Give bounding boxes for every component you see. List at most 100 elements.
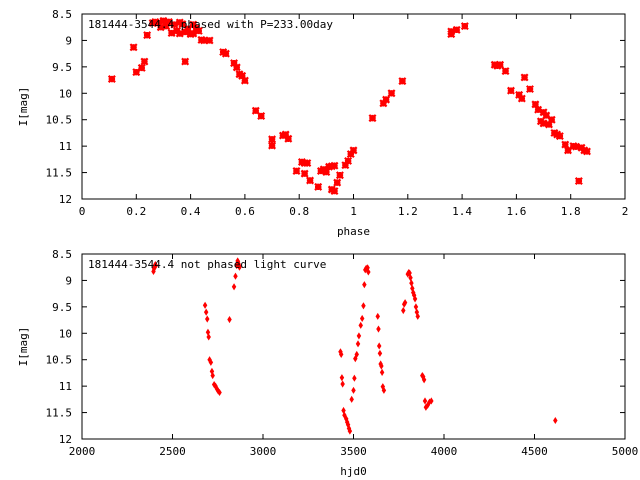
phased-plot-point xyxy=(221,49,230,58)
phased-plot-xtick-label: 1.6 xyxy=(506,205,526,218)
unphased-plot-point xyxy=(421,376,427,384)
unphased-plot-point xyxy=(422,397,428,405)
phased-plot-point xyxy=(387,89,396,98)
phased-plot-point xyxy=(344,156,353,165)
unphased-plot-point xyxy=(202,301,208,309)
phased-plot-ytick-label: 9.5 xyxy=(52,61,72,74)
phased-plot-point xyxy=(175,29,184,38)
unphased-plot-ytick-label: 10 xyxy=(59,327,72,340)
unphased-plot-xtick-label: 3500 xyxy=(340,445,367,458)
phased-plot-point xyxy=(292,167,301,175)
unphased-plot-point xyxy=(379,362,384,370)
phased-plot-point xyxy=(181,57,190,66)
phased-plot-point xyxy=(515,90,524,99)
phased-plot-point xyxy=(238,71,247,80)
phased-plot-title: 181444-3544.4 phased with P=233.00day xyxy=(88,18,333,31)
unphased-plot-point xyxy=(231,283,237,291)
phased-plot-point xyxy=(460,22,469,31)
phased-plot-ytick-label: 10.5 xyxy=(46,114,73,127)
unphased-plot-point xyxy=(366,268,371,276)
unphased-plot-point xyxy=(412,295,418,303)
phased-plot-point xyxy=(501,67,510,76)
phased-plot-point xyxy=(205,36,214,45)
unphased-plot-point xyxy=(237,263,242,271)
phased-plot-point xyxy=(368,114,377,123)
phased-plot-xtick-label: 2 xyxy=(622,205,629,218)
unphased-plot-point xyxy=(377,349,383,357)
phased-plot-xlabel: phase xyxy=(337,225,370,238)
unphased-plot-point xyxy=(381,386,387,394)
phased-plot-point xyxy=(178,20,187,29)
phased-plot-xtick-label: 0.8 xyxy=(289,205,309,218)
phased-plot-point xyxy=(542,111,551,120)
phased-plot-frame xyxy=(81,13,626,200)
phased-plot-point xyxy=(167,29,176,38)
phased-plot-point xyxy=(322,168,331,177)
unphased-plot-point xyxy=(338,350,344,358)
phased-plot-point xyxy=(525,85,534,94)
phased-plot-point xyxy=(137,63,146,72)
phased-plot-ytick-label: 11.5 xyxy=(46,167,73,180)
phased-plot-point xyxy=(564,146,572,155)
unphased-plot-xtick-label: 5000 xyxy=(612,445,639,458)
phased-plot-ytick-label: 12 xyxy=(59,193,72,206)
unphased-plot-point xyxy=(375,312,380,320)
unphased-plot-xtick-label: 3000 xyxy=(250,445,277,458)
phased-plot-ylabel: I[mag] xyxy=(17,87,30,127)
phased-plot-xtick-label: 0.4 xyxy=(181,205,201,218)
phased-plot-xtick-label: 0.6 xyxy=(235,205,255,218)
phased-plot-point xyxy=(349,146,358,155)
unphased-plot-point xyxy=(376,325,381,333)
unphased-plot-xlabel: hjd0 xyxy=(340,465,367,478)
phased-plot-point xyxy=(520,73,529,82)
phased-plot-ytick-label: 11 xyxy=(59,140,72,153)
unphased-plot-point xyxy=(408,274,413,282)
phased-plot-point xyxy=(156,23,165,32)
phased-plot-point xyxy=(268,141,277,150)
phased-plot-xtick-label: 1 xyxy=(350,205,357,218)
phased-plot-xtick-label: 1.2 xyxy=(398,205,418,218)
phased-plot-point xyxy=(330,187,339,196)
unphased-plot-point xyxy=(376,342,382,350)
unphased-plot-point xyxy=(362,281,367,289)
phased-plot-point xyxy=(232,63,241,72)
phased-plot-point xyxy=(561,140,570,149)
unphased-plot-point xyxy=(347,427,353,435)
unphased-plot-ytick-label: 11 xyxy=(59,380,72,393)
unphased-plot-point xyxy=(355,340,361,348)
phased-plot-point xyxy=(143,31,152,40)
unphased-plot-point xyxy=(210,372,215,380)
unphased-plot-point xyxy=(361,302,366,310)
phased-plot-point xyxy=(379,99,388,108)
phased-plot-point xyxy=(447,30,456,39)
unphased-plot-point xyxy=(217,388,222,397)
unphased-plot-point xyxy=(340,380,345,388)
unphased-plot-point xyxy=(401,307,406,315)
phased-plot-point xyxy=(281,130,290,139)
unphased-plot-point xyxy=(356,332,362,340)
phased-plot-point xyxy=(330,161,339,170)
unphased-plot-point xyxy=(415,312,420,320)
phased-plot-point xyxy=(132,68,141,77)
unphased-plot-point xyxy=(359,314,365,323)
phased-plot-point xyxy=(284,134,293,143)
phased-plot-point xyxy=(240,76,249,85)
phased-plot-point xyxy=(189,29,198,38)
phased-plot-point xyxy=(583,147,591,156)
phased-plot-point xyxy=(303,159,312,168)
phased-plot-point xyxy=(200,36,209,45)
unphased-plot-ytick-label: 9.5 xyxy=(52,301,72,314)
phased-plot-point xyxy=(183,24,192,33)
phased-plot-point xyxy=(164,17,173,26)
unphased-plot-ytick-label: 11.5 xyxy=(46,407,73,420)
phased-plot-point xyxy=(162,22,171,31)
phased-plot-ytick-label: 8.5 xyxy=(52,8,72,21)
unphased-plot-point xyxy=(208,358,214,366)
unphased-plot-point xyxy=(409,279,414,287)
unphased-plot-point xyxy=(354,350,359,358)
phased-plot-point xyxy=(129,43,138,52)
phased-plot-point xyxy=(314,182,323,191)
unphased-plot-point xyxy=(349,395,354,403)
phased-plot-xtick-label: 0.2 xyxy=(126,205,146,218)
